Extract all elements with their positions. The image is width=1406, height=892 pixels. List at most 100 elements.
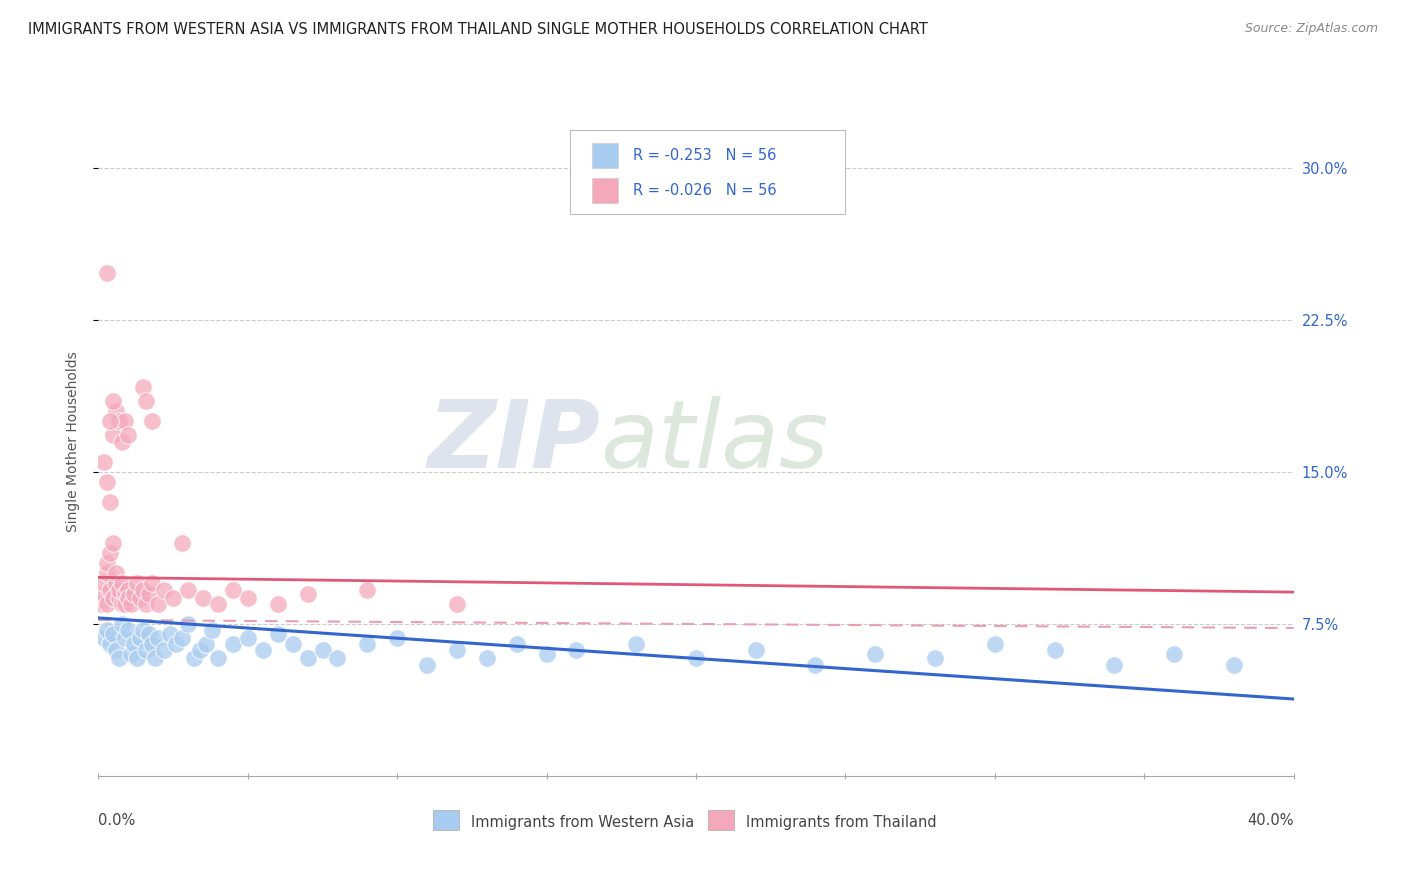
Point (138, 586, 160, 600)
Point (114, 631, 136, 645)
Point (207, 597, 229, 611)
Point (356, 637, 378, 651)
Point (127, 651, 149, 665)
Point (148, 597, 170, 611)
Text: 40.0%: 40.0% (1247, 813, 1294, 828)
Point (141, 414, 163, 428)
Point (207, 651, 229, 665)
Point (111, 576, 134, 591)
Text: ZIP: ZIP (427, 395, 600, 488)
Point (96, 597, 118, 611)
Point (96, 566, 118, 581)
Point (311, 643, 333, 657)
Point (222, 582, 245, 597)
Point (98, 582, 122, 597)
Point (135, 394, 157, 409)
Point (108, 414, 131, 428)
Point (865, 648, 887, 662)
Point (148, 631, 170, 645)
Point (93, 586, 115, 600)
Point (114, 414, 136, 428)
Text: Immigrants from Western Asia: Immigrants from Western Asia (471, 815, 695, 830)
Point (117, 591, 139, 605)
Point (1163, 648, 1185, 662)
Point (103, 428, 125, 442)
Point (475, 651, 498, 665)
Point (201, 623, 224, 637)
Text: R = -0.026   N = 56: R = -0.026 N = 56 (633, 183, 776, 198)
Point (103, 591, 125, 605)
Point (536, 648, 558, 662)
Point (172, 536, 194, 550)
Point (120, 597, 142, 611)
Point (165, 637, 187, 651)
Point (111, 434, 134, 449)
FancyBboxPatch shape (571, 130, 845, 214)
Point (108, 591, 131, 605)
Point (626, 637, 648, 651)
Point (252, 643, 274, 657)
Point (114, 597, 136, 611)
Point (446, 597, 468, 611)
Point (416, 657, 439, 672)
Point (297, 586, 319, 600)
Point (132, 623, 155, 637)
FancyBboxPatch shape (709, 811, 734, 830)
Point (111, 597, 134, 611)
Point (135, 597, 157, 611)
Point (153, 582, 176, 597)
Point (98, 495, 122, 509)
Point (90, 597, 112, 611)
Point (117, 623, 139, 637)
Point (188, 643, 211, 657)
Point (745, 643, 768, 657)
Point (159, 627, 181, 641)
Point (96, 623, 118, 637)
Point (124, 586, 146, 600)
Point (153, 643, 176, 657)
Point (1223, 657, 1246, 672)
Point (93, 576, 115, 591)
Point (105, 643, 128, 657)
FancyBboxPatch shape (592, 178, 619, 203)
Point (162, 591, 184, 605)
Point (385, 631, 409, 645)
Point (326, 651, 349, 665)
Point (120, 648, 142, 662)
Point (132, 582, 155, 597)
Point (804, 657, 827, 672)
Point (1104, 657, 1126, 672)
Point (103, 394, 125, 409)
Point (297, 651, 319, 665)
Point (105, 404, 128, 418)
Text: 0.0%: 0.0% (98, 813, 135, 828)
Point (191, 591, 214, 605)
Point (103, 627, 125, 641)
Point (177, 582, 200, 597)
Point (132, 380, 155, 394)
FancyBboxPatch shape (433, 811, 458, 830)
Point (96, 556, 118, 570)
Text: atlas: atlas (600, 396, 828, 487)
Point (236, 591, 259, 605)
Point (172, 631, 194, 645)
Point (111, 617, 134, 632)
Point (114, 586, 136, 600)
FancyBboxPatch shape (592, 143, 619, 169)
Point (222, 637, 245, 651)
Point (506, 637, 529, 651)
Point (98, 637, 122, 651)
Point (1043, 643, 1066, 657)
Point (98, 546, 122, 560)
Point (195, 637, 218, 651)
Point (108, 651, 131, 665)
Point (135, 643, 157, 657)
Point (446, 643, 468, 657)
Point (141, 637, 163, 651)
Point (127, 576, 149, 591)
Point (281, 637, 304, 651)
Point (96, 475, 118, 489)
Point (129, 631, 152, 645)
Point (98, 414, 122, 428)
Point (105, 566, 128, 581)
